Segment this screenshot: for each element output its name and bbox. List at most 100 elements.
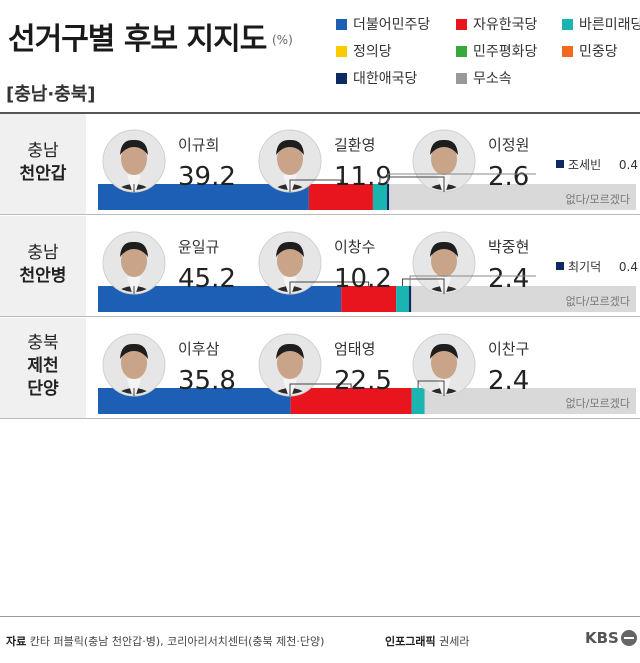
hair-shape [120, 343, 148, 359]
district-name: 천안갑 [19, 163, 67, 184]
credit-text: 권세라 [439, 635, 470, 648]
candidate-name: 이정원 [488, 136, 529, 154]
bar-segment [290, 388, 412, 414]
district-name: 단양 [27, 379, 59, 399]
leader-line [417, 380, 445, 396]
panel-divider [0, 214, 640, 215]
legend-swatch [562, 18, 573, 30]
candidate-name: 엄태영 [334, 340, 375, 358]
face-shape [277, 245, 303, 277]
leader-line [402, 278, 445, 294]
candidate-name: 윤일규 [178, 238, 219, 256]
top-divider [0, 112, 640, 114]
candidate-value: 2.4 [488, 264, 529, 294]
legend-swatch [336, 18, 347, 30]
district-label-background [0, 114, 86, 215]
district-label: 충남 천안갑 [0, 140, 86, 186]
minor-candidate-name: 조세빈 [568, 158, 601, 172]
candidate-name: 이창수 [334, 238, 375, 256]
kbs-logo-icon [620, 630, 637, 646]
candidate-value: 2.4 [488, 366, 529, 396]
face-shape [277, 347, 303, 379]
credit-label: 인포그래픽 [385, 635, 436, 648]
candidate-name: 이후삼 [178, 340, 220, 358]
credit-note: 인포그래픽 권세라 [385, 633, 469, 649]
face-shape [277, 143, 303, 175]
footer-divider [0, 616, 640, 617]
source-note: 자료 칸타 퍼블릭(충남 천안갑·병), 코리아리서치센터(충북 제천·단양) [6, 633, 324, 649]
legend-item: 민중당 [562, 41, 618, 61]
unit-label: (%) [272, 33, 293, 47]
minor-candidate-value: 0.4 [619, 260, 638, 274]
candidate-name: 이규희 [178, 136, 219, 154]
minor-candidate-name: 최기덕 [568, 260, 601, 274]
bar-unknown [424, 388, 636, 414]
district-name: 천안병 [19, 265, 67, 286]
legend: 더불어민주당 자유한국당 바른미래당 정의당 민주평화당 민중당 대한애국당 무소속 [336, 14, 640, 94]
legend-item: 민주평화당 [456, 41, 537, 61]
district-panel: 충남 천안갑 [0, 114, 640, 215]
region-name: 충남 [27, 242, 59, 263]
hair-shape [430, 241, 458, 257]
leader-line [289, 281, 370, 294]
hair-shape [120, 241, 148, 257]
region-name: 충남 [27, 140, 59, 161]
legend-label: 더불어민주당 [353, 17, 431, 33]
bar-segment [396, 286, 409, 312]
kbs-logo: KBS [585, 629, 637, 647]
face-shape [431, 245, 457, 277]
legend-item: 바른미래당 [562, 14, 640, 34]
legend-label: 민주평화당 [473, 44, 538, 60]
minor-swatch [556, 262, 564, 270]
bar-segment [411, 388, 425, 414]
hair-shape [120, 139, 148, 155]
minor-candidate-value: 0.4 [619, 158, 638, 172]
district-label: 충남 천안병 [0, 242, 86, 288]
leader-line [289, 179, 342, 192]
bar-segment [372, 184, 387, 210]
legend-swatch [562, 45, 573, 57]
legend-item: 대한애국당 [336, 68, 417, 88]
face-shape [121, 347, 147, 379]
bar-segment [308, 184, 373, 210]
hair-shape [430, 139, 458, 155]
candidate-value: 45.2 [178, 264, 236, 294]
legend-item: 자유한국당 [456, 14, 537, 34]
legend-item: 무소속 [456, 68, 512, 88]
region-name: 충북 [27, 333, 59, 353]
hair-shape [276, 343, 304, 359]
face-shape [121, 245, 147, 277]
district-label-background [0, 318, 86, 419]
minor-leader-line [409, 275, 536, 286]
bar-minor-candidate [386, 184, 390, 210]
leader-line [379, 176, 445, 192]
hair-shape [430, 343, 458, 359]
bar-segment [341, 286, 397, 312]
candidate-value: 35.8 [178, 366, 236, 396]
brand-text: KBS [585, 629, 619, 647]
candidate-value: 10.2 [334, 264, 392, 294]
legend-swatch [456, 18, 467, 30]
legend-swatch [456, 45, 467, 57]
hair-shape [276, 241, 304, 257]
unknown-label: 없다/모르겠다 [566, 295, 630, 308]
candidate-value: 2.6 [488, 162, 529, 192]
candidate-name: 박중현 [488, 238, 529, 256]
leader-line [289, 383, 352, 396]
region-label: [충남·충북] [6, 84, 96, 105]
district-name: 제천 [27, 356, 59, 376]
minor-swatch [556, 160, 564, 168]
panel-divider [0, 316, 640, 317]
source-text: 칸타 퍼블릭(충남 천안갑·병), 코리아리서치센터(충북 제천·단양) [29, 635, 325, 648]
source-label: 자료 [6, 635, 27, 648]
candidate-value: 39.2 [178, 162, 236, 192]
legend-swatch [456, 72, 467, 84]
minor-leader-line [387, 173, 536, 184]
legend-label: 대한애국당 [353, 71, 418, 87]
district-panel: 충남 천안병 [0, 216, 640, 317]
legend-swatch [336, 72, 347, 84]
district-label-background [0, 216, 86, 317]
